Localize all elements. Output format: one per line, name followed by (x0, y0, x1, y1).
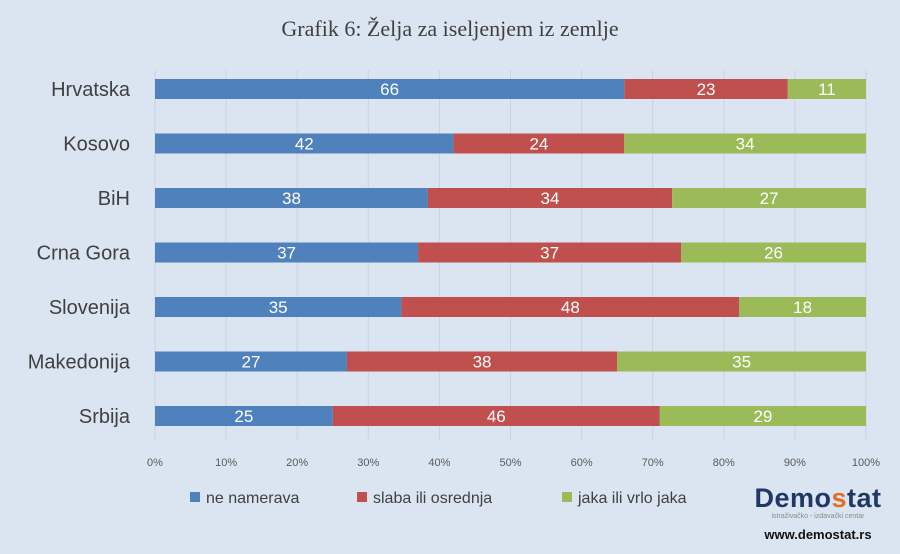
bar-segment (681, 242, 866, 263)
data-label: 23 (697, 80, 716, 99)
data-label: 18 (793, 298, 812, 317)
data-label: 27 (242, 353, 261, 372)
bar-segment (155, 79, 625, 99)
logo-wordmark: Demostat (748, 484, 888, 512)
data-label: 48 (561, 298, 580, 317)
category-label: Hrvatska (51, 79, 131, 101)
legend-swatch (357, 492, 367, 502)
data-label: 42 (295, 135, 314, 154)
x-tick-label: 50% (499, 457, 521, 469)
x-tick-label: 10% (215, 457, 237, 469)
legend-label: jaka ili vrlo jaka (577, 490, 687, 507)
x-tick-label: 20% (286, 457, 308, 469)
data-label: 29 (753, 407, 772, 426)
logo-part: s (831, 483, 848, 513)
category-label: Slovenija (49, 297, 131, 319)
legend-swatch (190, 492, 200, 502)
bar-segment (155, 406, 333, 426)
data-label: 11 (818, 80, 836, 99)
bar-segment (155, 351, 347, 372)
x-tick-label: 70% (642, 457, 664, 469)
x-tick-label: 90% (784, 457, 806, 469)
bar-segment (739, 297, 866, 317)
bar-segment (427, 188, 673, 208)
legend-label: ne namerava (206, 490, 299, 507)
category-label: Kosovo (63, 134, 130, 156)
bar-segment (155, 297, 402, 317)
data-label: 35 (269, 298, 288, 317)
chart-title: Grafik 6: Želja za iseljenjem iz zemlje (281, 16, 618, 41)
data-label: 35 (732, 353, 751, 372)
bar-segment (624, 79, 788, 99)
demostat-logo: Demostat istraživačko - izdavački centar… (748, 484, 888, 542)
data-label: 27 (760, 189, 779, 208)
data-label: 37 (277, 244, 296, 263)
legend-label: slaba ili osrednja (373, 490, 492, 507)
category-label: Makedonija (28, 352, 131, 374)
data-label: 38 (282, 189, 301, 208)
bar-segment (332, 406, 660, 426)
data-label: 38 (473, 353, 492, 372)
bar-segment (659, 406, 866, 426)
bar-segment (155, 188, 428, 208)
data-label: 37 (540, 244, 559, 263)
bar-segment (155, 242, 419, 263)
bar-segment (155, 133, 454, 154)
legend-swatch (562, 492, 572, 502)
logo-part: Demo (754, 483, 832, 513)
x-tick-label: 80% (713, 457, 735, 469)
bar-segment (672, 188, 866, 208)
category-label: Crna Gora (37, 243, 131, 265)
data-label: 46 (487, 407, 506, 426)
x-tick-label: 60% (571, 457, 593, 469)
x-tick-label: 30% (357, 457, 379, 469)
data-label: 26 (764, 244, 783, 263)
bar-segment (624, 133, 866, 154)
x-tick-label: 40% (428, 457, 450, 469)
logo-url: www.demostat.rs (764, 527, 872, 542)
data-label: 34 (541, 189, 560, 208)
bar-segment (617, 351, 866, 372)
x-tick-label: 100% (852, 457, 880, 469)
data-label: 34 (736, 135, 755, 154)
data-label: 25 (234, 407, 253, 426)
data-label: 24 (529, 135, 548, 154)
bar-segment (453, 133, 625, 154)
category-label: Srbija (79, 406, 131, 428)
logo-part: tat (847, 483, 882, 513)
logo-subtitle: istraživačko - izdavački centar (771, 513, 865, 520)
bar-segment (346, 351, 618, 372)
x-tick-label: 0% (147, 457, 163, 469)
data-label: 66 (380, 80, 399, 99)
category-label: BiH (98, 188, 130, 210)
bar-segment (418, 242, 682, 263)
bar-segment (401, 297, 740, 317)
bar-segment (787, 79, 866, 99)
